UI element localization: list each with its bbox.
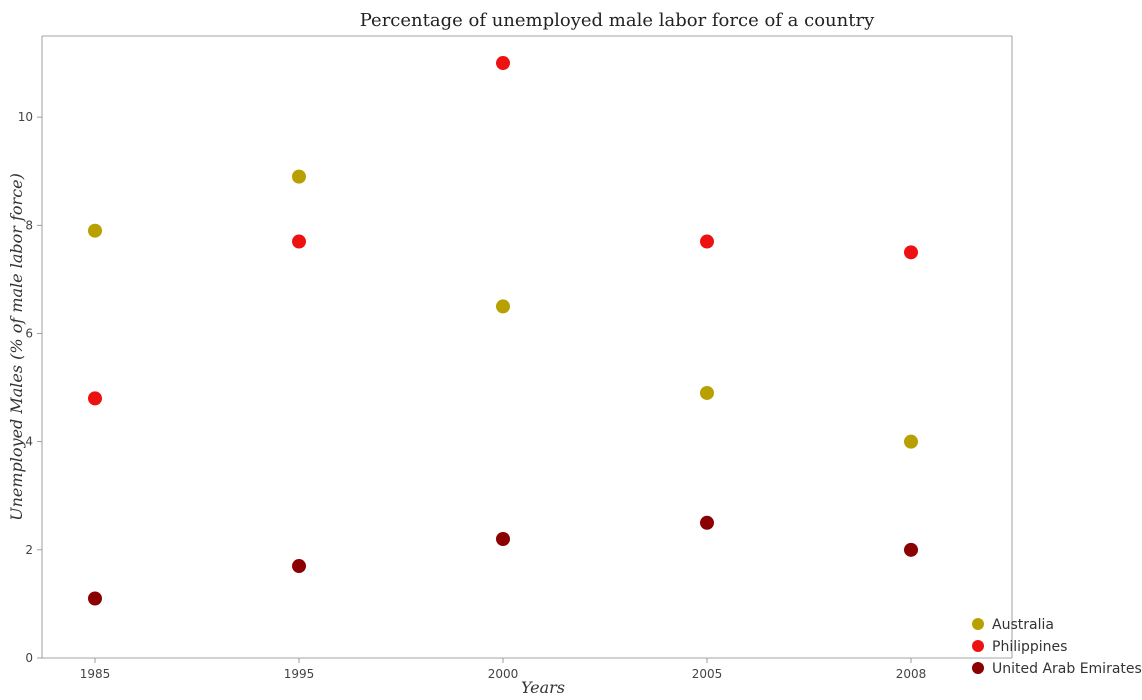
y-tick-label: 6	[25, 326, 33, 340]
point-philippines-2005	[700, 234, 714, 249]
point-united-arab-emirates-2000	[496, 532, 510, 547]
data-points	[88, 56, 918, 606]
point-australia-1985	[88, 223, 102, 238]
point-australia-2000	[496, 299, 510, 314]
y-tick-label: 2	[25, 543, 33, 557]
chart-title: Percentage of unemployed male labor forc…	[360, 10, 875, 31]
point-united-arab-emirates-1985	[88, 591, 102, 606]
legend-marker	[972, 618, 984, 630]
point-united-arab-emirates-2008	[904, 542, 918, 557]
point-australia-2005	[700, 385, 714, 400]
point-united-arab-emirates-2005	[700, 515, 714, 530]
legend-marker	[972, 640, 984, 652]
y-axis-label: Unemployed Males (% of male labor force)	[7, 173, 26, 521]
point-philippines-2008	[904, 245, 918, 260]
legend: Australia Philippines United Arab Emirates	[972, 617, 1142, 677]
y-ticks: 0 2 4 6 8 10	[18, 110, 42, 665]
point-australia-1995	[292, 169, 306, 184]
legend-label: Australia	[992, 617, 1054, 633]
y-tick-label: 10	[18, 110, 33, 124]
point-australia-2008	[904, 434, 918, 449]
y-tick-label: 8	[25, 218, 33, 232]
x-tick-label: 2008	[896, 667, 927, 681]
point-philippines-1995	[292, 234, 306, 249]
x-tick-label: 2005	[692, 667, 723, 681]
plot-area	[41, 35, 1013, 659]
x-tick-label: 2000	[488, 667, 519, 681]
x-tick-label: 1985	[80, 667, 111, 681]
legend-label: Philippines	[992, 639, 1067, 655]
point-philippines-2000	[496, 56, 510, 71]
point-philippines-1985	[88, 391, 102, 406]
y-tick-label: 4	[25, 435, 33, 449]
legend-label: United Arab Emirates	[992, 661, 1142, 677]
x-ticks: 1985 1995 2000 2005 2008	[80, 658, 927, 681]
x-axis-label: Years	[521, 678, 565, 697]
y-tick-label: 0	[25, 651, 33, 665]
point-united-arab-emirates-1995	[292, 559, 306, 574]
legend-marker	[972, 662, 984, 674]
x-tick-label: 1995	[284, 667, 315, 681]
